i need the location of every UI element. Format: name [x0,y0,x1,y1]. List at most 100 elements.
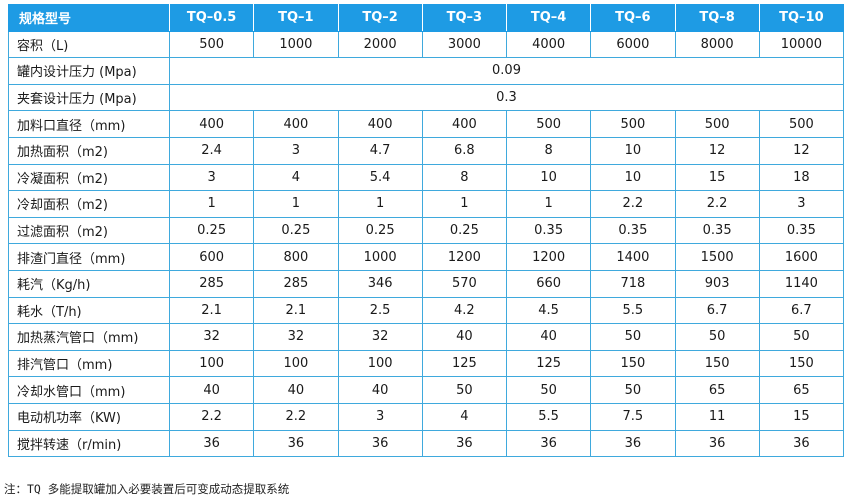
value-cell: 40 [505,323,592,351]
value-cell: 500 [590,110,676,138]
value-cell: 1200 [505,243,592,271]
header-cell-model: TQ–0.5 [168,4,255,32]
value-cell: 36 [421,429,508,458]
table-row: 排渣门直径（mm) 600 800 1000 1200 1200 1400 1500 1600 [8,243,845,271]
value-cell: 0.25 [253,216,339,245]
value-cell: 6.7 [674,296,760,325]
header-cell-model: TQ–3 [421,4,508,32]
value-cell: 12 [674,136,760,165]
row-label: 耗汽（Kg/h) [8,269,170,298]
table-row: 加热面积（m2) 2.4 3 4.7 6.8 8 10 12 12 [8,136,845,165]
row-label: 夹套设计压力 (Mpa) [8,83,170,112]
value-cell: 32 [337,323,423,351]
value-cell: 32 [168,323,255,351]
table-row: 冷凝面积（m2) 3 4 5.4 8 10 10 15 18 [8,163,845,192]
value-cell: 150 [758,349,845,378]
value-cell: 1 [505,190,592,218]
value-cell: 1 [253,190,339,218]
value-cell: 4 [421,402,508,431]
value-cell: 65 [758,376,845,404]
value-cell: 7.5 [590,402,676,431]
value-cell: 0.35 [590,216,676,245]
value-cell: 500 [758,110,845,138]
value-cell: 100 [168,349,255,378]
table-row: 容积（L) 500 1000 2000 3000 4000 6000 8000 10000 [8,30,845,59]
row-label: 排汽管口（mm) [8,349,170,378]
value-cell: 0.35 [505,216,592,245]
value-cell: 65 [674,376,760,404]
value-cell: 8 [421,163,508,192]
value-cell: 125 [505,349,592,378]
table-row: 罐内设计压力 (Mpa) 0.09 [8,57,844,85]
row-label: 冷却面积（m2) [8,190,170,218]
value-cell: 600 [168,243,255,271]
value-cell: 6.7 [758,296,845,325]
value-cell: 2.2 [253,402,339,431]
value-cell: 18 [758,163,845,192]
table-row: 耗汽（Kg/h) 285 285 346 570 660 718 903 1140 [8,269,845,298]
row-label: 加料口直径（mm) [8,110,170,138]
value-cell: 15 [674,163,760,192]
value-cell: 50 [505,376,592,404]
value-cell: 2.1 [168,296,255,325]
value-cell: 125 [421,349,508,378]
value-cell: 100 [337,349,423,378]
value-cell: 50 [590,323,676,351]
value-cell: 500 [674,110,760,138]
header-cell-model: TQ–2 [337,4,423,32]
value-cell: 1140 [758,269,845,298]
value-cell: 718 [590,269,676,298]
header-cell-model: TQ–4 [505,4,592,32]
value-cell: 10 [590,136,676,165]
value-cell: 4000 [505,30,592,59]
value-cell: 1000 [337,243,423,271]
value-cell: 3 [253,136,339,165]
value-cell: 2.2 [674,190,760,218]
value-cell: 150 [590,349,676,378]
value-cell: 285 [168,269,255,298]
header-cell-model: TQ–1 [253,4,339,32]
value-cell: 570 [421,269,508,298]
value-cell: 0.25 [337,216,423,245]
row-label: 电动机功率（KW) [8,402,170,431]
value-cell: 903 [674,269,760,298]
value-cell: 2.4 [168,136,255,165]
row-label: 过滤面积（m2) [8,216,170,245]
value-cell: 400 [337,110,423,138]
table-row: 加热蒸汽管口（mm) 32 32 32 40 40 50 50 50 [8,323,845,351]
value-cell: 0.35 [758,216,845,245]
specification-table: 规格型号 TQ–0.5 TQ–1 TQ–2 TQ–3 TQ–4 TQ–6 TQ–8 TQ–10 … [8,4,845,458]
value-cell: 36 [590,429,676,458]
table-row: 电动机功率（KW) 2.2 2.2 3 4 5.5 7.5 11 15 [8,402,845,431]
value-cell: 3000 [421,30,508,59]
table-row: 加料口直径（mm) 400 400 400 400 500 500 500 500 [8,110,845,138]
value-cell: 4.2 [421,296,508,325]
value-cell: 8 [505,136,592,165]
header-cell-model: TQ–8 [674,4,760,32]
header-cell-label: 规格型号 [8,4,170,32]
row-label: 耗水（T/h) [8,296,170,325]
value-cell: 1 [337,190,423,218]
value-cell: 40 [337,376,423,404]
value-cell: 285 [253,269,339,298]
value-cell: 50 [674,323,760,351]
row-label: 冷凝面积（m2) [8,163,170,192]
value-cell: 400 [168,110,255,138]
value-cell: 2.2 [168,402,255,431]
row-label: 加热面积（m2) [8,136,170,165]
value-cell: 32 [253,323,339,351]
value-cell: 4.5 [505,296,592,325]
value-cell: 1 [168,190,255,218]
header-cell-model: TQ–10 [758,4,845,32]
value-cell: 500 [168,30,255,59]
value-cell: 1600 [758,243,845,271]
table-header-row: 规格型号 TQ–0.5 TQ–1 TQ–2 TQ–3 TQ–4 TQ–6 TQ–8 TQ–10 [8,4,845,32]
value-cell: 15 [758,402,845,431]
value-cell: 2.1 [253,296,339,325]
value-cell: 40 [168,376,255,404]
value-cell: 150 [674,349,760,378]
value-cell: 11 [674,402,760,431]
value-cell: 5.4 [337,163,423,192]
value-cell: 100 [253,349,339,378]
table-row: 过滤面积（m2) 0.25 0.25 0.25 0.25 0.35 0.35 0.35 0.35 [8,216,845,245]
